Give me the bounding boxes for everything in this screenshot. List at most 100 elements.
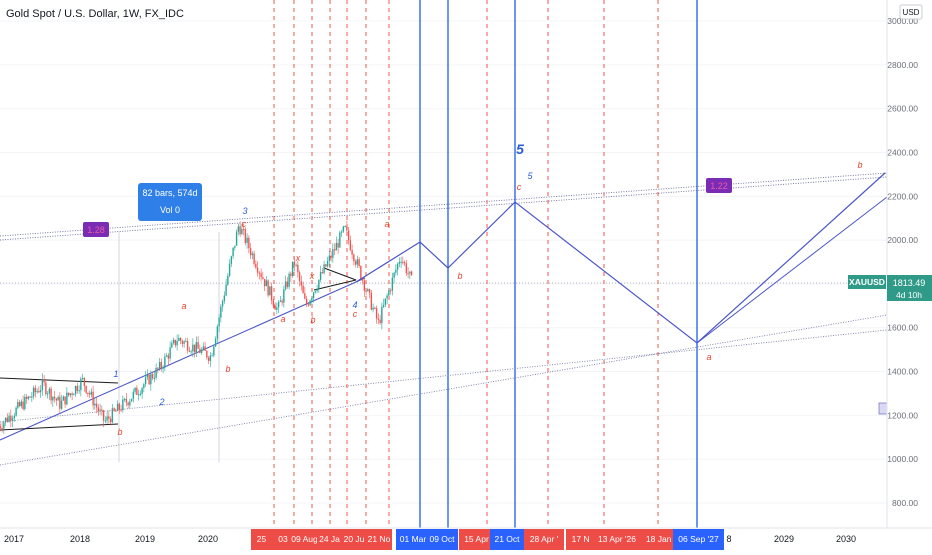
candle-body bbox=[239, 226, 241, 235]
time-axis[interactable]: 2017 2018 2019 2020 2029 2030 25 03 09 Aug 24 Ja 2… bbox=[0, 527, 932, 550]
currency-badge[interactable]: USD bbox=[899, 4, 923, 20]
currency-badge-bg bbox=[899, 4, 923, 20]
candle-body bbox=[402, 261, 404, 263]
candle-body bbox=[1, 428, 3, 430]
wave-label-blue: 5 bbox=[527, 171, 533, 181]
candle-body bbox=[249, 248, 252, 256]
candle-body bbox=[32, 387, 35, 397]
candle-body bbox=[309, 300, 311, 306]
candle-body bbox=[319, 272, 322, 280]
candle-body bbox=[106, 416, 108, 421]
candle-body bbox=[216, 326, 219, 339]
candle-body bbox=[234, 245, 236, 248]
candle-body bbox=[134, 387, 136, 392]
candle-body bbox=[38, 391, 40, 393]
candle-body bbox=[165, 355, 168, 357]
price-tick-label: 2200.00 bbox=[887, 191, 918, 201]
red-date-label: 25 bbox=[257, 534, 267, 544]
measure-box-bg bbox=[138, 183, 202, 221]
fib-dotted-line-upper bbox=[0, 172, 888, 237]
candle-body bbox=[305, 298, 308, 305]
candle-body bbox=[202, 346, 205, 350]
candle-body bbox=[90, 391, 93, 395]
candle-body bbox=[87, 392, 89, 394]
candle-body bbox=[43, 379, 45, 383]
price-axis[interactable]: 800.001000.001200.001400.001600.001800.0… bbox=[886, 0, 932, 528]
candle-body bbox=[211, 355, 213, 357]
trend-lines bbox=[0, 172, 888, 466]
candle-body bbox=[60, 400, 63, 409]
candle-body bbox=[185, 341, 187, 343]
candle-body bbox=[181, 340, 184, 344]
candle-body bbox=[262, 277, 264, 279]
candle-body bbox=[274, 305, 276, 310]
candle-body bbox=[260, 273, 262, 278]
candle-body bbox=[361, 279, 364, 281]
candle-body bbox=[17, 401, 19, 408]
candle-body bbox=[346, 226, 348, 231]
blue-date-label-bg bbox=[490, 529, 524, 550]
candle-body bbox=[255, 263, 257, 268]
candle-body bbox=[94, 403, 96, 406]
candle-body bbox=[53, 396, 56, 399]
symbol-tag: XAUUSD bbox=[849, 277, 885, 287]
fib-badge-right[interactable]: 1.22 bbox=[706, 178, 732, 193]
main-trend-line bbox=[0, 277, 366, 441]
candle-body bbox=[293, 261, 296, 265]
candle-body bbox=[269, 286, 271, 296]
red-date-label: 15 Apr bbox=[464, 534, 489, 544]
candle-body bbox=[6, 417, 9, 422]
candle-body bbox=[8, 415, 10, 422]
candle-body bbox=[235, 231, 238, 246]
candle-body bbox=[164, 356, 166, 368]
wave-label-red: a bbox=[384, 219, 389, 229]
candle-body bbox=[111, 408, 114, 423]
candle-body bbox=[372, 307, 374, 310]
candle-body bbox=[265, 280, 268, 287]
candle-body bbox=[284, 281, 287, 290]
candle-body bbox=[66, 392, 68, 405]
candle-body bbox=[318, 279, 320, 289]
year-tick-label: 2018 bbox=[70, 534, 90, 544]
candle-body bbox=[151, 374, 154, 379]
symbol-tag-bg bbox=[848, 275, 886, 289]
red-date-label: 24 Ja bbox=[319, 534, 340, 544]
candle-body bbox=[200, 349, 203, 353]
blue-date-label: 09 Oct bbox=[429, 534, 455, 544]
candle-body bbox=[221, 300, 224, 307]
candle-body bbox=[279, 300, 282, 302]
year-tick-label: 2019 bbox=[135, 534, 155, 544]
year-tick-label: 2020 bbox=[198, 534, 218, 544]
candle-body bbox=[220, 306, 222, 318]
candle-body bbox=[74, 385, 77, 395]
candle-body bbox=[186, 341, 189, 351]
candle-body bbox=[248, 237, 250, 249]
candle-body bbox=[123, 398, 126, 400]
candle-body bbox=[199, 348, 201, 353]
fib-badge-right-bg bbox=[706, 178, 732, 193]
candle-body bbox=[73, 394, 75, 396]
candle-body bbox=[340, 231, 343, 233]
candle-body bbox=[295, 264, 297, 266]
red-date-label: 21 No bbox=[368, 534, 391, 544]
candle-body bbox=[157, 367, 159, 369]
candle-body bbox=[25, 396, 28, 399]
candle-body bbox=[312, 292, 315, 299]
price-tick-label: 3000.00 bbox=[887, 16, 918, 26]
candle-body bbox=[335, 242, 338, 251]
candle-body bbox=[10, 415, 12, 421]
candle-body bbox=[230, 256, 233, 264]
red-date-label-bg bbox=[251, 529, 272, 550]
price-tag-bg bbox=[887, 275, 932, 301]
candle-body bbox=[288, 273, 290, 287]
measure-box[interactable]: 82 bars, 574d Vol 0 bbox=[138, 183, 202, 221]
fib-badge-left[interactable]: 1.28 bbox=[83, 222, 109, 237]
candle-body bbox=[80, 378, 82, 391]
blue-date-label-bg bbox=[426, 529, 458, 550]
red-date-label: 09 Aug bbox=[291, 534, 318, 544]
candle-body bbox=[143, 384, 145, 388]
red-date-label-bg bbox=[459, 529, 494, 550]
